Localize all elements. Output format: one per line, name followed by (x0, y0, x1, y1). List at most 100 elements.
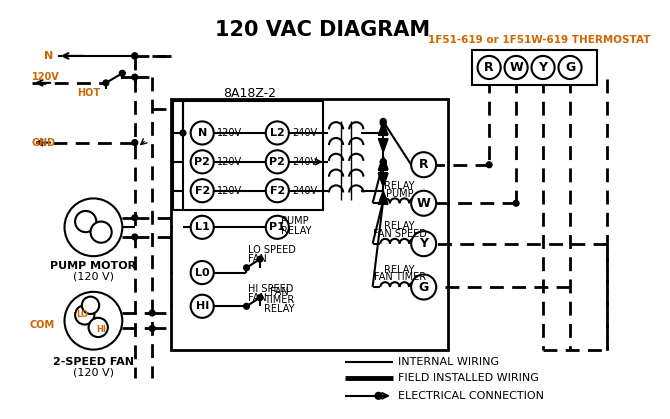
Circle shape (486, 162, 492, 168)
Bar (174, 101, 322, 210)
Text: RELAY: RELAY (385, 221, 415, 231)
Text: R: R (419, 158, 429, 171)
Text: P2: P2 (269, 157, 285, 167)
Circle shape (257, 256, 263, 262)
Polygon shape (379, 122, 388, 135)
Circle shape (75, 211, 96, 232)
Circle shape (559, 56, 582, 79)
Circle shape (411, 152, 436, 177)
Circle shape (90, 222, 112, 243)
Text: RELAY: RELAY (281, 226, 312, 236)
Text: 1F51-619 or 1F51W-619 THERMOSTAT: 1F51-619 or 1F51W-619 THERMOSTAT (428, 35, 651, 45)
Circle shape (381, 120, 386, 126)
Text: L2: L2 (270, 128, 285, 138)
Text: P1: P1 (269, 222, 285, 232)
Circle shape (411, 274, 436, 300)
Text: N: N (198, 128, 207, 138)
Circle shape (381, 159, 386, 165)
Text: (120 V): (120 V) (73, 272, 114, 282)
Circle shape (191, 150, 214, 173)
Circle shape (132, 234, 138, 240)
Circle shape (149, 326, 155, 331)
Circle shape (257, 295, 263, 300)
Circle shape (64, 199, 123, 256)
Text: HI: HI (96, 325, 106, 334)
Polygon shape (379, 156, 388, 170)
Circle shape (132, 53, 138, 59)
Text: 2-SPEED FAN: 2-SPEED FAN (53, 357, 134, 367)
Text: LO SPEED: LO SPEED (249, 246, 296, 256)
Circle shape (266, 122, 289, 145)
Text: L1: L1 (195, 222, 210, 232)
Text: FAN TIMER: FAN TIMER (374, 272, 425, 282)
Circle shape (266, 216, 289, 239)
Circle shape (75, 305, 94, 325)
Text: Y: Y (419, 237, 428, 250)
Circle shape (132, 140, 138, 145)
Polygon shape (379, 191, 388, 204)
Text: RELAY: RELAY (385, 181, 415, 191)
Text: W: W (417, 197, 431, 210)
Circle shape (381, 159, 386, 165)
Circle shape (411, 231, 436, 256)
Text: 240V: 240V (291, 157, 317, 167)
Circle shape (191, 216, 214, 239)
Text: ELECTRICAL CONNECTION: ELECTRICAL CONNECTION (398, 391, 543, 401)
Circle shape (103, 80, 109, 86)
Text: N: N (44, 51, 53, 61)
Text: FAN: FAN (249, 254, 267, 264)
Circle shape (191, 261, 214, 284)
Text: 120V: 120V (216, 128, 242, 138)
Text: RELAY: RELAY (264, 304, 295, 314)
Circle shape (180, 130, 186, 136)
Polygon shape (379, 139, 388, 152)
Circle shape (266, 179, 289, 202)
Text: HI: HI (196, 301, 209, 311)
Circle shape (381, 197, 386, 203)
Text: INTERNAL WIRING: INTERNAL WIRING (398, 357, 498, 367)
Text: 120V: 120V (31, 72, 60, 82)
Bar (172, 99, 448, 349)
Circle shape (244, 303, 249, 309)
Text: GND: GND (31, 137, 56, 147)
Circle shape (381, 197, 386, 203)
Polygon shape (379, 173, 388, 187)
Text: (120 V): (120 V) (73, 368, 114, 378)
Text: 240V: 240V (291, 128, 317, 138)
Text: R: R (484, 61, 494, 74)
Text: FAN: FAN (249, 292, 267, 303)
Text: HI SPEED: HI SPEED (249, 284, 294, 294)
Text: W: W (509, 61, 523, 74)
Text: P2: P2 (194, 157, 210, 167)
Circle shape (191, 295, 214, 318)
Circle shape (191, 122, 214, 145)
Circle shape (266, 150, 289, 173)
Text: COM: COM (29, 320, 55, 330)
Text: HOT: HOT (77, 88, 100, 98)
Circle shape (119, 70, 125, 76)
Text: PUMP: PUMP (281, 215, 309, 225)
Text: Y: Y (539, 61, 547, 74)
Text: F2: F2 (194, 186, 210, 196)
Circle shape (82, 297, 99, 314)
Circle shape (132, 74, 138, 80)
Text: F2: F2 (270, 186, 285, 196)
Circle shape (505, 56, 528, 79)
Circle shape (411, 191, 436, 216)
Text: TIMER: TIMER (264, 295, 294, 305)
Text: 240V: 240V (291, 186, 317, 196)
Text: 8A18Z-2: 8A18Z-2 (223, 87, 277, 100)
Circle shape (381, 119, 386, 124)
Circle shape (64, 292, 123, 349)
Text: 120V: 120V (216, 186, 242, 196)
Circle shape (375, 393, 382, 399)
Text: 120V: 120V (216, 157, 242, 167)
Circle shape (191, 179, 214, 202)
Text: FAN: FAN (270, 287, 289, 297)
Circle shape (132, 215, 138, 220)
Text: LO: LO (76, 310, 88, 319)
Text: RELAY: RELAY (385, 265, 415, 275)
Text: G: G (565, 61, 575, 74)
Circle shape (531, 56, 555, 79)
Text: FIELD INSTALLED WIRING: FIELD INSTALLED WIRING (398, 373, 539, 383)
